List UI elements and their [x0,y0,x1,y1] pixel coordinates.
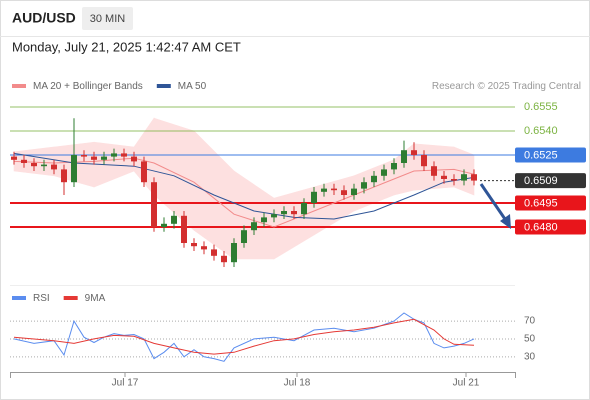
level-label-box [515,147,586,163]
candle-body [41,164,47,167]
y-tick-label: 30 [524,351,536,362]
candle-body [421,155,427,167]
indicator-line [13,312,475,362]
candle-body [241,230,247,243]
candle-body [101,156,107,160]
legend-label: RSI [33,293,50,304]
candle-body [451,179,457,181]
legend-swatch [156,84,171,88]
x-tick-label: Jul 18 [284,378,311,389]
candle-body [231,243,237,263]
timeframe-badge [82,7,133,30]
candle-body [251,222,257,231]
candle-body [461,174,467,181]
candle-body [401,150,407,163]
candle-body [411,150,417,155]
candle-body [21,159,27,163]
source: Research © 2025 Trading Central [432,81,581,92]
candle-body [381,169,387,176]
legend-swatch [12,296,26,300]
candle-body [111,153,117,157]
candle-body [471,174,477,181]
candle-body [121,153,127,157]
candle-body [61,169,67,183]
candle-body [221,255,227,263]
y-tick-label: 50 [524,334,536,345]
candle-body [341,190,347,195]
level-label: 0.6495 [524,197,558,209]
candle-body [331,188,337,191]
candle-body [181,215,187,243]
legend-label: 9MA [85,293,106,304]
candle-body [431,166,437,176]
candle-body [351,188,357,195]
candle-body [211,249,217,256]
legend-swatch [12,84,26,88]
forecast-arrowhead [500,214,511,229]
candle-body [301,203,307,215]
x-tick-label: Jul 21 [453,378,480,389]
level-label: 0.6540 [524,125,558,137]
level-label-box [515,173,586,189]
candle-body [131,156,137,162]
x-tick-label: Jul 17 [112,378,139,389]
candle-body [31,163,37,167]
legend-label: MA 50 [178,81,207,92]
bollinger-band [233,170,275,260]
candle-body [291,211,297,215]
candle-body [311,191,317,203]
y-tick-label: 70 [524,316,536,327]
candle-body [51,164,57,170]
candle-body [151,182,157,227]
candle-body [201,246,207,250]
legend-label: MA 20 + Bollinger Bands [33,81,143,92]
level-label-box [515,195,586,211]
timeframe: 30 MIN [90,13,126,25]
candle-body [71,155,77,183]
candle-body [171,215,177,224]
candle-body [261,217,267,223]
level-label: 0.6555 [524,101,558,113]
candle-body [321,188,327,192]
candle-body [281,211,287,215]
indicator-line [13,318,475,355]
candle-body [81,155,87,157]
candle-body [361,182,367,189]
candle-body [391,163,397,170]
candle-body [161,223,167,227]
forecast-arrow [479,183,509,223]
candle-body [271,214,277,218]
level-label: 0.6509 [524,175,558,187]
symbol: AUD/USD [12,10,76,26]
legend-swatch [63,296,78,300]
level-label: 0.6480 [524,221,558,233]
candle-body [11,156,17,160]
level-label: 0.6525 [524,149,558,161]
bollinger-band [273,186,315,260]
timestamp: Monday, July 21, 2025 1:42:47 AM CET [12,39,241,54]
candle-body [141,161,147,183]
candle-body [441,175,447,179]
level-label-box [515,219,586,235]
candle-body [191,243,197,247]
candle-body [91,156,97,160]
candle-body [371,175,377,183]
